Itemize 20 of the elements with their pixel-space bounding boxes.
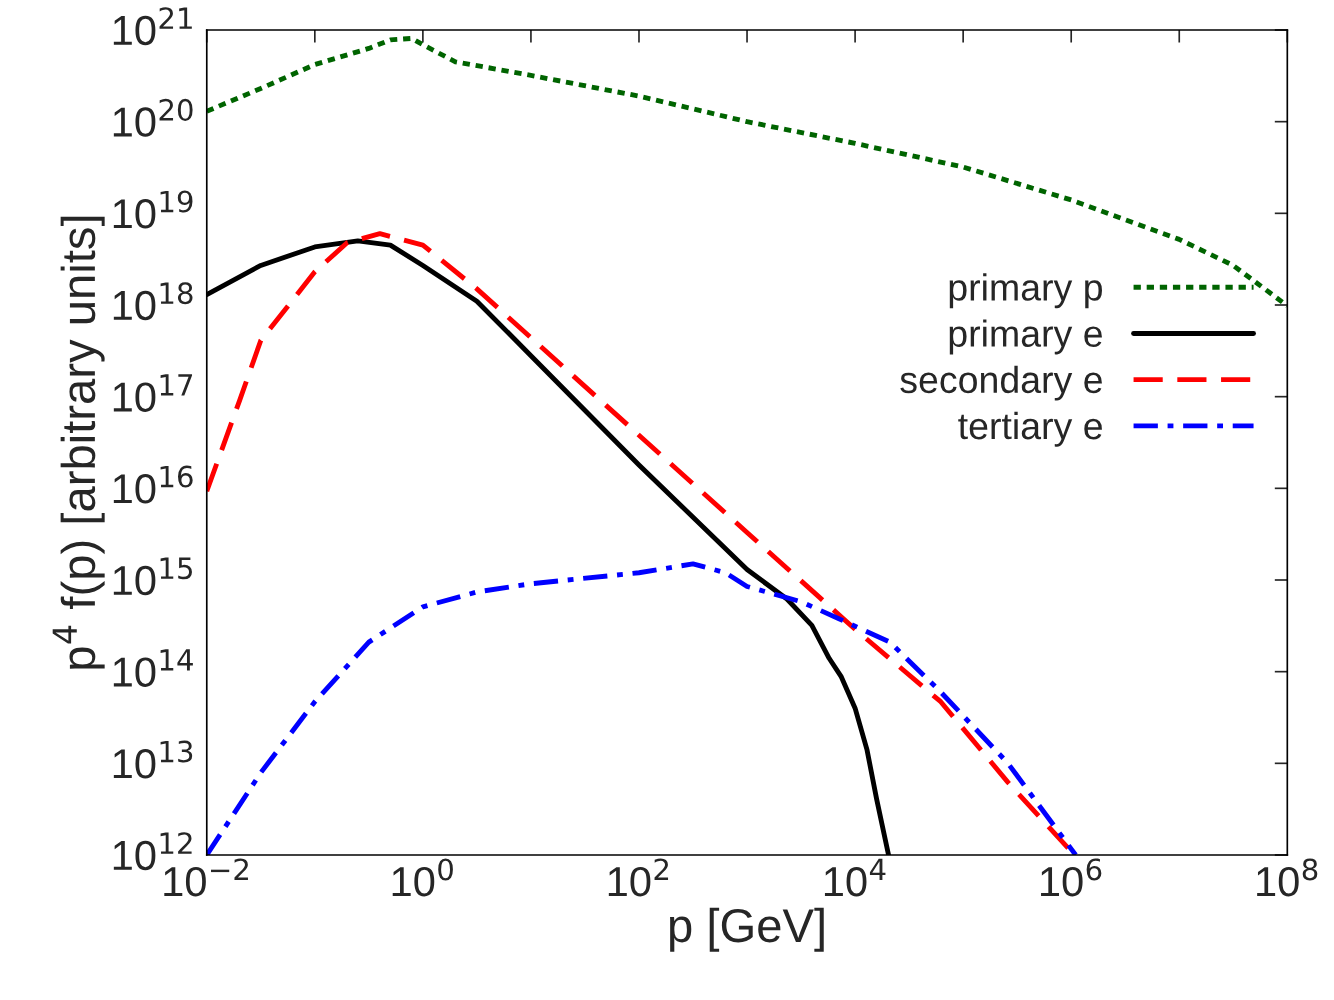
y-tick-label: 10$^{18}$ bbox=[113, 282, 193, 321]
y-tick-label: 10$^{17}$ bbox=[113, 374, 193, 412]
x-tick-label: 10$^{2}$ bbox=[608, 858, 669, 897]
x-tick-label: 10$^{8}$ bbox=[1257, 858, 1318, 897]
legend-label: secondary e bbox=[900, 365, 1102, 401]
y-tick-label: 10$^{14}$ bbox=[113, 649, 193, 687]
x-axis-title: p [GeV] bbox=[670, 907, 824, 952]
y-axis-title: p$^{4}$ f(p) [arbitrary units] bbox=[52, 216, 105, 669]
y-tick-label: 10$^{21}$ bbox=[113, 7, 192, 46]
x-tick-label: 10$^{4}$ bbox=[824, 858, 886, 897]
y-tick-label: 10$^{20}$ bbox=[113, 98, 193, 137]
legend-label: primary p bbox=[949, 273, 1102, 309]
y-tick-label: 10$^{16}$ bbox=[113, 465, 193, 504]
legend-label: primary e bbox=[949, 319, 1102, 355]
legend-label: tertiary e bbox=[958, 411, 1102, 447]
y-tick-label: 10$^{19}$ bbox=[113, 190, 193, 229]
y-tick-label: 10$^{15}$ bbox=[113, 557, 192, 596]
y-tick-label: 10$^{13}$ bbox=[113, 740, 193, 779]
x-tick-label: 10$^{6}$ bbox=[1041, 858, 1102, 897]
x-tick-label: 10$^{0}$ bbox=[392, 858, 453, 897]
